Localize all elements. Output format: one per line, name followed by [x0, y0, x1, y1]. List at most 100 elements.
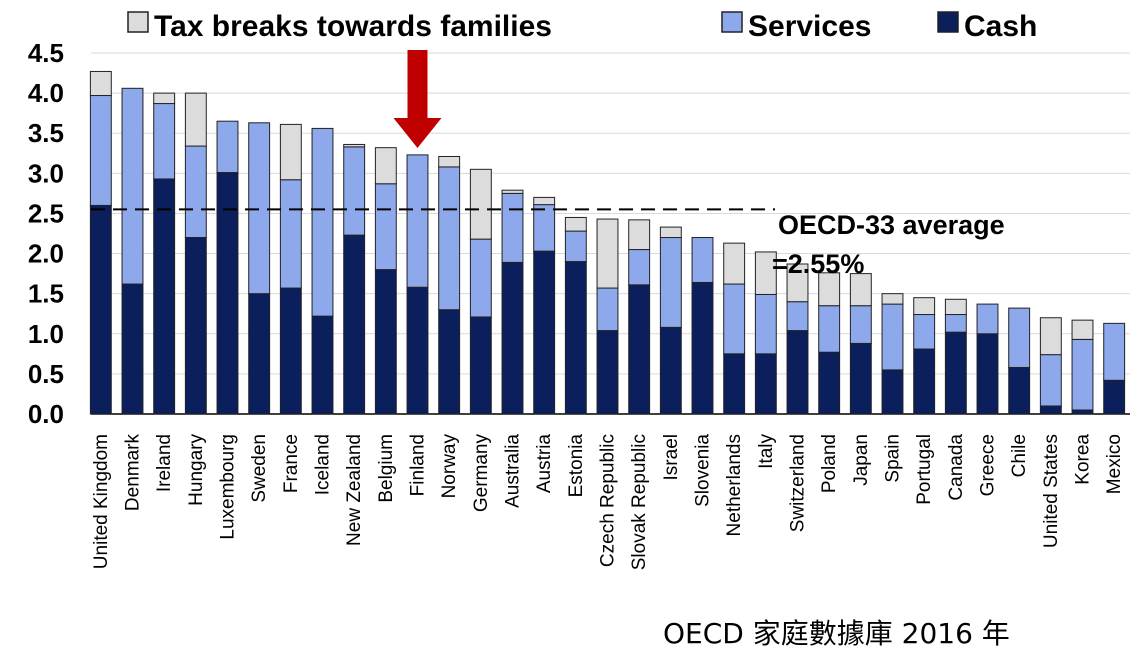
bar-tax-breaks-towards-families-poland	[818, 272, 841, 307]
bar-cash-canada	[944, 331, 967, 415]
y-tick-label: 4.0	[28, 78, 64, 108]
bar-tax-breaks-towards-families-norway	[438, 155, 461, 168]
y-tick-label: 1.5	[28, 279, 64, 309]
bar-services-slovenia	[691, 237, 714, 283]
x-tick-label: Italy	[756, 434, 777, 469]
bar-tax-breaks-towards-families-ireland	[153, 92, 176, 105]
bar-services-israel	[659, 237, 682, 328]
y-tick-label: 3.0	[28, 158, 64, 188]
bar-services-italy	[754, 293, 777, 355]
bar-cash-portugal	[913, 348, 936, 415]
x-tick-label: Czech Republic	[598, 434, 619, 567]
bar-services-france	[279, 179, 302, 289]
bar-cash-chile	[1008, 366, 1031, 415]
bar-tax-breaks-towards-families-hungary	[184, 92, 207, 147]
bars	[89, 70, 1126, 415]
legend-label: Services	[748, 10, 871, 43]
x-tick-label: Canada	[946, 434, 967, 501]
bar-services-new-zealand	[343, 146, 366, 236]
y-tick-label: 3.5	[28, 118, 64, 148]
bar-tax-breaks-towards-families-belgium	[374, 147, 397, 185]
bar-tax-breaks-towards-families-new-zealand	[343, 143, 366, 148]
x-tick-label: Israel	[661, 434, 682, 480]
bar-cash-austria	[533, 250, 556, 415]
x-tick-label: Luxembourg	[218, 434, 239, 540]
bar-tax-breaks-towards-families-france	[279, 123, 302, 181]
x-tick-label: Austria	[534, 434, 555, 494]
x-tick-label: Switzerland	[788, 434, 809, 532]
bar-cash-slovak-republic	[628, 284, 651, 415]
bar-services-belgium	[374, 183, 397, 271]
bar-tax-breaks-towards-families-germany	[469, 168, 492, 240]
bar-services-united-kingdom	[89, 95, 112, 206]
y-tick-label: 1.0	[28, 319, 64, 349]
x-tick-label: Germany	[471, 434, 492, 513]
bar-tax-breaks-towards-families-united-kingdom	[89, 70, 112, 97]
bar-tax-breaks-towards-families-estonia	[564, 216, 587, 232]
bar-tax-breaks-towards-families-netherlands	[723, 242, 746, 285]
bar-cash-slovenia	[691, 281, 714, 415]
bar-services-estonia	[564, 230, 587, 263]
bar-cash-ireland	[153, 178, 176, 415]
bar-services-mexico	[1103, 322, 1126, 381]
bar-cash-new-zealand	[343, 234, 366, 415]
bar-tax-breaks-towards-families-portugal	[913, 297, 936, 316]
x-tick-label: France	[281, 434, 302, 493]
chart-legend: Tax breaks towards families Services Cash	[127, 10, 1037, 43]
x-tick-label: Iceland	[313, 434, 334, 495]
x-tick-label: Slovak Republic	[629, 434, 650, 570]
bar-services-australia	[501, 192, 524, 263]
x-tick-label: Slovenia	[693, 434, 714, 507]
bar-services-sweden	[248, 122, 271, 295]
x-tick-label: Hungary	[186, 434, 207, 506]
bar-cash-spain	[881, 369, 904, 415]
bar-services-czech-republic	[596, 287, 619, 332]
y-tick-label: 4.5	[28, 38, 64, 68]
legend-label: Tax breaks towards families	[154, 10, 552, 43]
bar-cash-norway	[438, 309, 461, 415]
legend-swatch	[721, 11, 743, 33]
x-tick-label: United States	[1041, 434, 1062, 548]
bar-cash-estonia	[564, 261, 587, 415]
bar-services-ireland	[153, 103, 176, 180]
bar-services-japan	[849, 305, 872, 344]
bar-tax-breaks-towards-families-australia	[501, 189, 524, 194]
bar-services-netherlands	[723, 283, 746, 355]
bar-cash-korea	[1071, 409, 1094, 415]
bar-services-luxembourg	[216, 120, 239, 174]
bar-tax-breaks-towards-families-united-states	[1039, 317, 1062, 356]
bar-cash-iceland	[311, 315, 334, 415]
x-tick-label: Japan	[851, 434, 872, 486]
bar-tax-breaks-towards-families-austria	[533, 196, 556, 206]
y-tick-label: 0.5	[28, 359, 64, 389]
bar-services-norway	[438, 166, 461, 311]
bar-cash-united-states	[1039, 405, 1062, 415]
x-tick-label: Mexico	[1104, 434, 1125, 494]
x-tick-label: Belgium	[376, 434, 397, 503]
x-tick-label: Denmark	[123, 434, 144, 512]
bar-tax-breaks-towards-families-slovak-republic	[628, 219, 651, 251]
bar-cash-mexico	[1103, 379, 1126, 415]
bar-cash-sweden	[248, 293, 271, 415]
source-note: OECD 家庭數據庫 2016 年	[663, 617, 1010, 650]
x-tick-label: Norway	[439, 434, 460, 499]
bar-services-united-states	[1039, 354, 1062, 407]
x-tick-label: Finland	[408, 434, 429, 496]
legend-swatch	[937, 11, 959, 33]
bar-services-chile	[1008, 307, 1031, 368]
bar-tax-breaks-towards-families-italy	[754, 251, 777, 295]
x-tick-label: Netherlands	[724, 434, 745, 536]
bar-cash-belgium	[374, 269, 397, 415]
x-axis: United Kingdom Denmark Ireland Hungary Luxem…	[91, 434, 1125, 571]
bar-tax-breaks-towards-families-japan	[849, 273, 872, 307]
legend-swatch	[127, 11, 149, 33]
bar-services-austria	[533, 204, 556, 252]
bar-services-greece	[976, 303, 999, 335]
x-tick-label: Sweden	[249, 434, 270, 503]
bar-services-spain	[881, 303, 904, 371]
x-tick-label: Spain	[883, 434, 904, 483]
bar-tax-breaks-towards-families-spain	[881, 293, 904, 305]
y-axis: 0.0 0.5 1.0 1.5 2.0 2.5 3.0 3.5 4.0 4.5	[28, 38, 1130, 429]
bar-services-finland	[406, 154, 429, 288]
